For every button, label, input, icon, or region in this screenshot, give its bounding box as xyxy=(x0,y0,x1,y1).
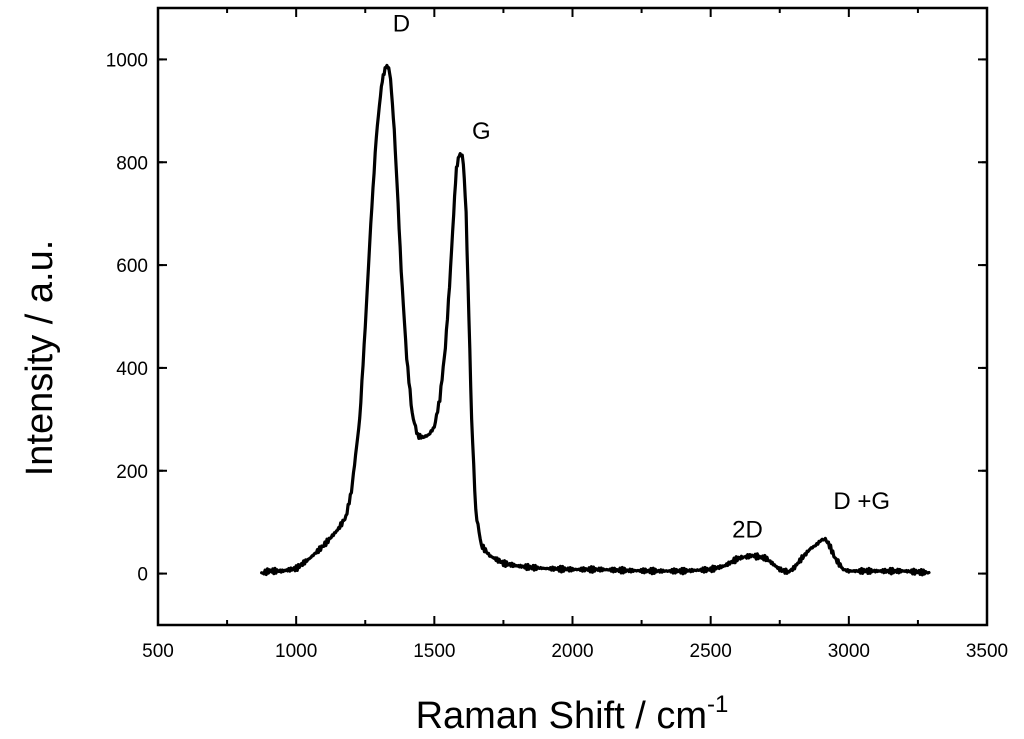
y-tick-label: 200 xyxy=(116,462,148,483)
plot-frame xyxy=(156,6,989,627)
peak-label: 2D xyxy=(732,517,763,544)
peak-annotations: D G 2D D +G xyxy=(393,11,890,544)
x-tick-label: 3500 xyxy=(966,641,1008,662)
x-tick-label: 3000 xyxy=(828,641,870,662)
y-tick-label: 1000 xyxy=(106,50,148,71)
y-tick-label: 600 xyxy=(116,256,148,277)
y-tick-label: 800 xyxy=(116,153,148,174)
axis-ticks xyxy=(157,8,988,625)
x-tick-label: 1000 xyxy=(275,641,317,662)
peak-label: D xyxy=(393,11,410,38)
y-axis-title: Intensity / a.u. xyxy=(19,240,61,477)
spectrum-line xyxy=(260,63,931,577)
series-group xyxy=(260,63,931,577)
peak-label: D +G xyxy=(833,488,890,515)
x-tick-label: 2000 xyxy=(551,641,593,662)
x-tick-label: 500 xyxy=(142,641,174,662)
axis-tick-labels: 500 1000 1500 2000 2500 3000 3500 0 200 400 600 800… xyxy=(106,50,1008,662)
peak-label: G xyxy=(472,118,491,145)
x-tick-label: 2500 xyxy=(690,641,732,662)
x-axis-title-superscript: -1 xyxy=(707,691,728,718)
y-tick-label: 400 xyxy=(116,359,148,380)
x-tick-label: 1500 xyxy=(413,641,455,662)
x-axis-title: Raman Shift / cm-1 xyxy=(416,691,729,737)
y-tick-label: 0 xyxy=(137,565,148,586)
